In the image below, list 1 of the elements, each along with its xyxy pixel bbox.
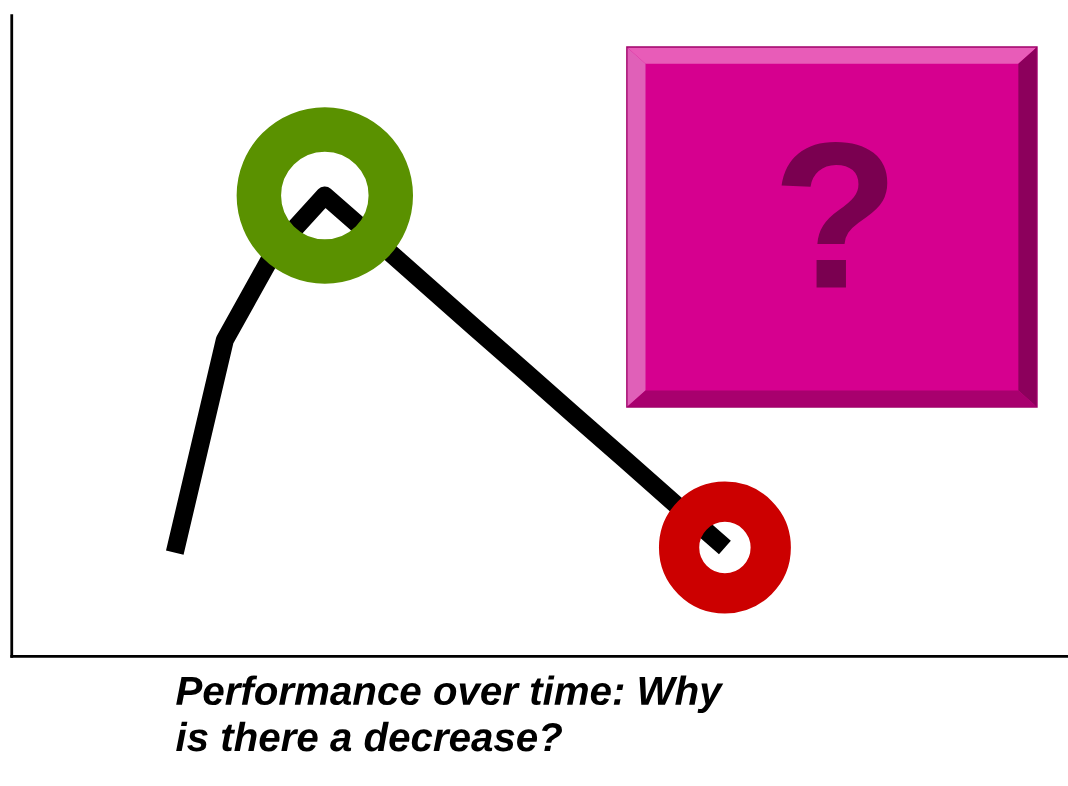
x-axis-title: Performance over time: Why is there a decrease? bbox=[176, 675, 724, 752]
